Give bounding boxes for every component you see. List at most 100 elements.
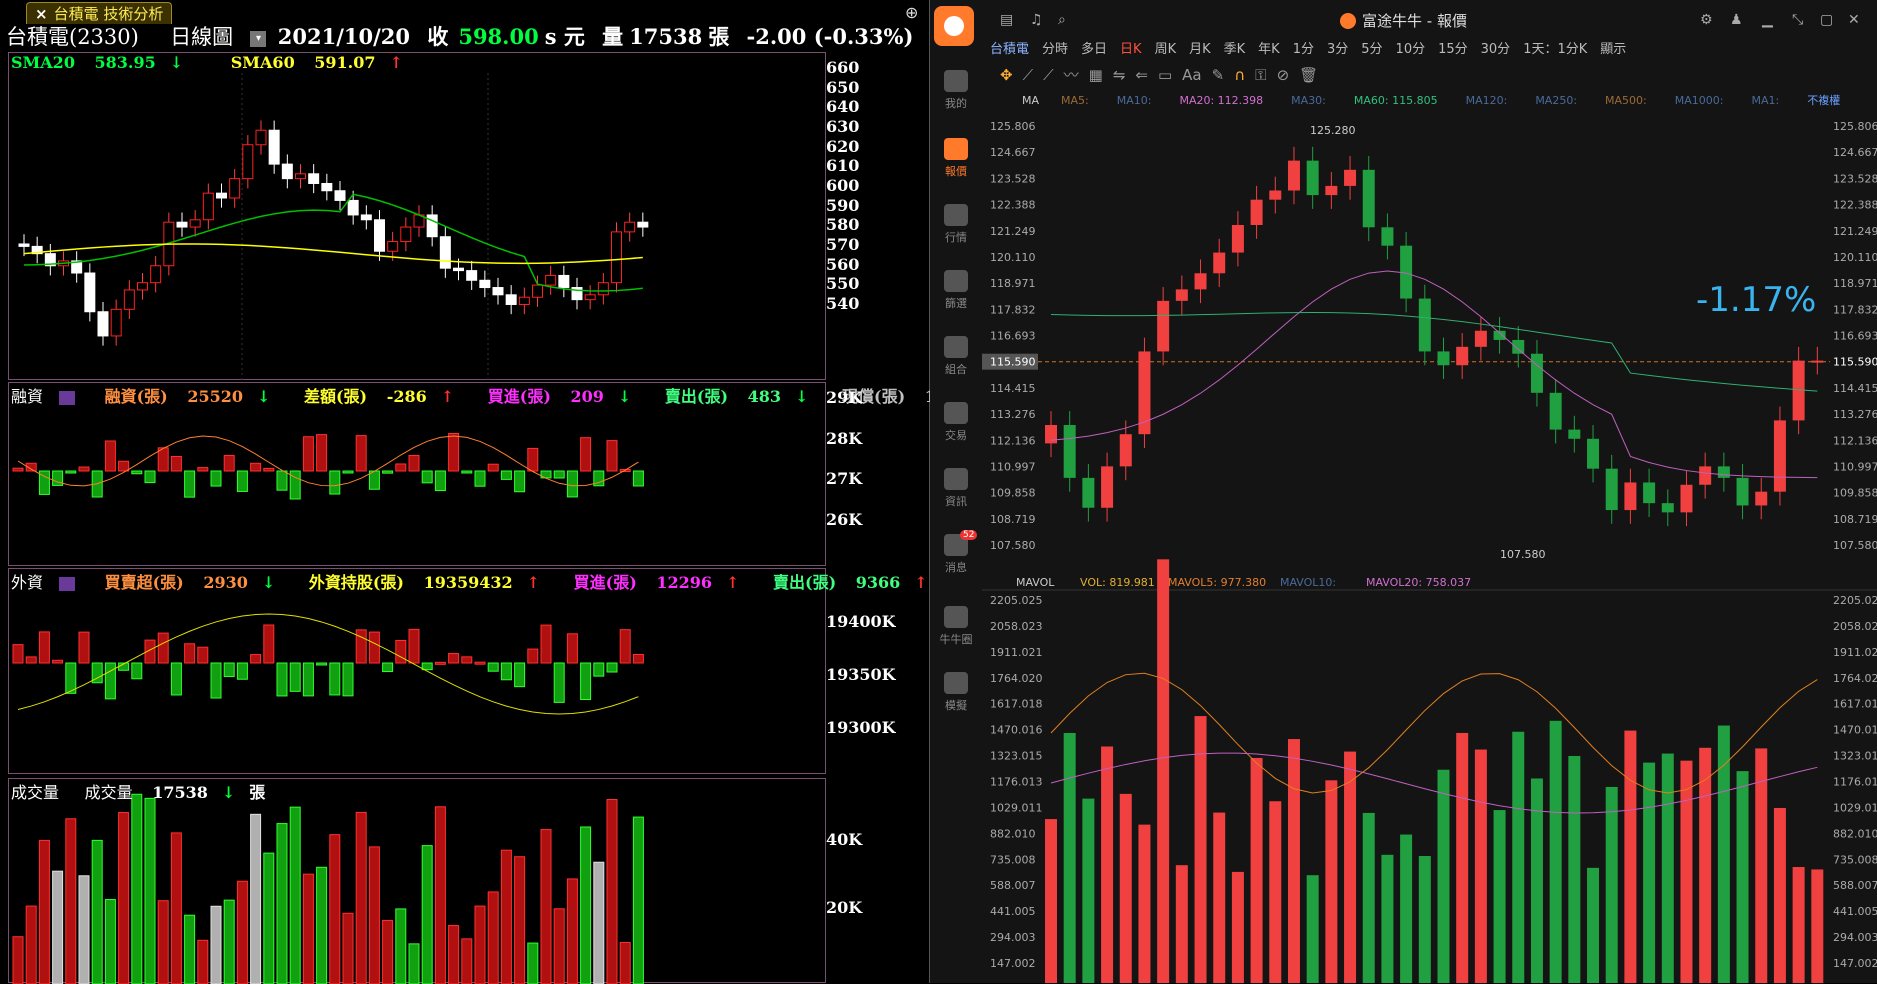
shrink-icon[interactable]: ⤡ bbox=[1792, 12, 1804, 28]
sidebar-item-market[interactable]: 行情 bbox=[930, 204, 982, 245]
sidebar-item-community[interactable]: 牛牛圈 bbox=[930, 606, 982, 647]
sidebar-item-portfolio[interactable]: 組合 bbox=[930, 336, 982, 377]
kline-tab[interactable]: 5分 bbox=[1361, 42, 1383, 57]
futu-kline-chart[interactable]: 125.806 125.806 124.667 124.667 123.528 123.5… bbox=[930, 0, 1877, 983]
kline-tab[interactable]: 分時 bbox=[1042, 42, 1069, 57]
arrow-tool-icon[interactable]: ⇐ bbox=[1135, 66, 1148, 84]
foreign-bar bbox=[580, 662, 592, 701]
line-tool-icon[interactable]: ⟋ bbox=[1022, 66, 1034, 84]
mavol-legend-item: MAVOL10: bbox=[1280, 576, 1336, 589]
kline-tab[interactable]: 季K bbox=[1223, 42, 1246, 57]
vol-tick-left: 1911.021 bbox=[990, 646, 1043, 659]
kline-tab[interactable]: 10分 bbox=[1395, 42, 1426, 57]
kline-tab[interactable]: 周K bbox=[1154, 42, 1177, 57]
volume-bar bbox=[1661, 753, 1674, 983]
ma-selector[interactable]: MA bbox=[1022, 94, 1040, 107]
kline-tab[interactable]: 15分 bbox=[1438, 42, 1468, 57]
price-panel[interactable]: SMA20 583.95 ↓ SMA60 591.07 ↑ bbox=[8, 52, 827, 381]
sidebar-item-trade[interactable]: 交易 bbox=[930, 402, 982, 443]
kline-tab[interactable]: 3分 bbox=[1326, 42, 1349, 57]
candle-body bbox=[1418, 298, 1431, 352]
price-tick-right: 112.136 bbox=[1833, 434, 1877, 447]
margin-bar bbox=[316, 434, 328, 472]
sidebar-item-news[interactable]: 資訊 bbox=[930, 468, 982, 509]
kline-tab[interactable]: 1天：1分K bbox=[1523, 42, 1588, 57]
foreign-bar bbox=[540, 624, 552, 664]
crosshair-icon[interactable]: ✥ bbox=[1000, 66, 1013, 84]
foreign-bar bbox=[382, 662, 394, 673]
kline-tab[interactable]: 1分 bbox=[1292, 42, 1314, 57]
sidebar-item-quote[interactable]: 報價 bbox=[930, 138, 982, 179]
volume-bar bbox=[236, 880, 248, 984]
zoom-icon[interactable]: ⊕ bbox=[905, 3, 919, 22]
rect-tool-icon[interactable]: ▭ bbox=[1157, 66, 1173, 84]
margin-bar bbox=[276, 470, 288, 491]
foreign-bar bbox=[632, 653, 644, 664]
volume-chart[interactable] bbox=[9, 779, 827, 984]
margin-out-label: 賣出(張) bbox=[664, 387, 729, 406]
text-tool-icon[interactable]: Aa bbox=[1182, 66, 1202, 84]
foreign-bar bbox=[91, 662, 103, 684]
candle-body bbox=[1063, 424, 1076, 478]
pen-tool-icon[interactable]: ✎ bbox=[1211, 66, 1225, 84]
sidebar-item-messages[interactable]: 52 消息 bbox=[930, 530, 982, 575]
sma20-arrow: ↓ bbox=[169, 53, 184, 72]
candle-body bbox=[400, 226, 412, 243]
candlestick-chart[interactable] bbox=[9, 53, 827, 381]
volume-bar bbox=[250, 813, 262, 984]
foreign-bar bbox=[448, 653, 460, 664]
kline-tab[interactable]: 多日 bbox=[1081, 42, 1108, 57]
sidebar-item-me[interactable]: 我的 bbox=[930, 70, 982, 111]
ma-legend-item: MA10: bbox=[1116, 94, 1152, 107]
margin-bar bbox=[52, 470, 64, 486]
close-tab-icon[interactable]: × bbox=[35, 5, 48, 23]
volume-bar bbox=[606, 798, 618, 984]
panel-menu-icon[interactable] bbox=[59, 576, 76, 591]
stock-name: 台積電(2330) bbox=[6, 25, 139, 49]
maximize-icon[interactable]: ▢ bbox=[1820, 12, 1834, 28]
candle-body bbox=[1792, 360, 1805, 421]
kline-tab[interactable]: 月K bbox=[1189, 42, 1211, 57]
close-icon[interactable]: ✕ bbox=[1848, 12, 1860, 28]
candle-body bbox=[1512, 339, 1525, 354]
margin-buy-label: 融資(張) bbox=[104, 387, 168, 406]
magnet-icon[interactable]: ∩ bbox=[1234, 66, 1246, 84]
kline-tab[interactable]: 日K bbox=[1120, 42, 1142, 57]
minimize-icon[interactable]: ▁ bbox=[1762, 12, 1773, 28]
foreign-out-arrow: ↑ bbox=[914, 573, 928, 592]
margin-panel[interactable]: 融資 融資(張) 25520 ↓ 差額(張) -286 ↑ 買進(張) 209 ↓ 賣… bbox=[8, 382, 974, 567]
kline-tab[interactable]: 年K bbox=[1258, 42, 1280, 57]
kline-tab[interactable]: 台積電 bbox=[990, 42, 1030, 57]
foreign-panel[interactable]: 外資 買賣超(張) 2930 ↓ 外資持股(張) 19359432 ↑ 買進(張) … bbox=[8, 568, 928, 775]
volume-panel[interactable]: 成交量 成交量 17538 ↓ 張 bbox=[8, 778, 827, 984]
sidebar-item-screener[interactable]: 篩選 bbox=[930, 270, 982, 311]
panel-menu-icon[interactable] bbox=[59, 390, 76, 405]
period-dropdown-icon[interactable]: ▾ bbox=[250, 30, 267, 47]
trash-icon[interactable]: 🗑 bbox=[1299, 66, 1319, 84]
candle-body bbox=[242, 144, 254, 180]
kline-tab[interactable]: 30分 bbox=[1480, 42, 1511, 57]
menu-icon[interactable]: ▤ bbox=[1000, 12, 1014, 28]
window-tab[interactable]: × 台積電 技術分析 bbox=[26, 2, 173, 24]
volume-legend-value: 17538 bbox=[152, 783, 208, 802]
volume-bar bbox=[408, 943, 420, 984]
ray-tool-icon[interactable]: ⟋ bbox=[1043, 66, 1054, 84]
sidebar-item-simulate[interactable]: 模擬 bbox=[930, 672, 982, 713]
current-price-tag: 115.590 bbox=[990, 356, 1036, 369]
lock-icon[interactable]: ⚿ bbox=[1255, 66, 1267, 84]
foreign-chart[interactable] bbox=[9, 569, 827, 775]
fib-tool-icon[interactable]: ▦ bbox=[1088, 66, 1103, 84]
search-icon[interactable]: ⌕ bbox=[1058, 12, 1066, 28]
bell-icon[interactable]: ♫ bbox=[1030, 12, 1043, 28]
kline-tab[interactable]: 顯示 bbox=[1600, 42, 1627, 57]
margin-chart[interactable] bbox=[9, 383, 827, 567]
palette-icon[interactable]: ⚙ bbox=[1700, 12, 1713, 28]
foreign-bar bbox=[329, 662, 341, 696]
channel-tool-icon[interactable]: ⇋ bbox=[1112, 66, 1126, 84]
wave-tool-icon[interactable]: 〰 bbox=[1063, 66, 1079, 84]
shirt-icon[interactable]: ♟ bbox=[1730, 12, 1743, 28]
margin-bar bbox=[461, 470, 473, 474]
hide-icon[interactable]: ⊘ bbox=[1276, 66, 1290, 84]
volume-bar bbox=[593, 861, 605, 984]
restore-button[interactable]: 不複權 bbox=[1807, 94, 1841, 107]
